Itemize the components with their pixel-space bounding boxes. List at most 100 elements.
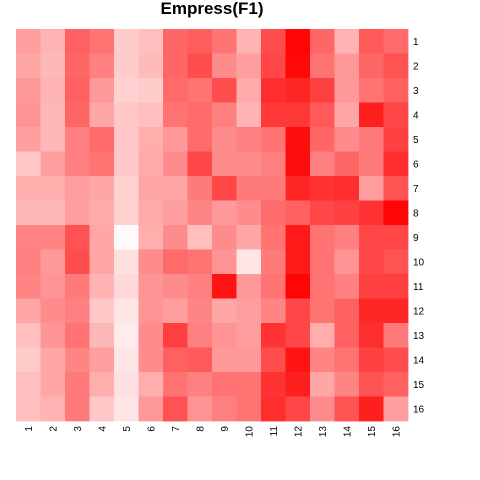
heatmap-cell-r11-c13 bbox=[310, 274, 335, 299]
heatmap-cell-r6-c4 bbox=[89, 151, 115, 177]
heatmap-cell-r16-c11 bbox=[261, 396, 286, 422]
heatmap-cell-r1-c6 bbox=[138, 29, 164, 54]
heatmap-cell-r7-c5 bbox=[114, 176, 139, 201]
heatmap-cell-r11-c9 bbox=[212, 274, 237, 299]
heatmap-cell-r5-c12 bbox=[285, 127, 311, 152]
heatmap-cell-r15-c11 bbox=[261, 372, 286, 397]
heatmap-cell-r2-c16 bbox=[383, 53, 409, 79]
x-tick-label: 6 bbox=[146, 426, 157, 432]
y-tick-label: 14 bbox=[413, 355, 425, 366]
heatmap-cell-r9-c2 bbox=[40, 225, 66, 250]
heatmap-cell-r10-c7 bbox=[163, 249, 188, 275]
heatmap-cell-r7-c15 bbox=[359, 176, 384, 201]
heatmap-cell-r7-c7 bbox=[163, 176, 188, 201]
heatmap-cell-r13-c15 bbox=[359, 323, 384, 348]
heatmap-cell-r13-c4 bbox=[89, 323, 115, 348]
heatmap-cell-r7-c4 bbox=[89, 176, 115, 201]
heatmap-cell-r12-c15 bbox=[359, 298, 384, 324]
heatmap-cell-r13-c11 bbox=[261, 323, 286, 348]
heatmap-cells bbox=[16, 29, 409, 422]
heatmap-cell-r12-c8 bbox=[187, 298, 213, 324]
heatmap-cell-r7-c9 bbox=[212, 176, 237, 201]
heatmap-cell-r11-c11 bbox=[261, 274, 286, 299]
heatmap-cell-r6-c13 bbox=[310, 151, 335, 177]
heatmap-cell-r8-c16 bbox=[383, 200, 409, 226]
heatmap-cell-r12-c12 bbox=[285, 298, 311, 324]
heatmap-cell-r13-c2 bbox=[40, 323, 66, 348]
heatmap-cell-r16-c2 bbox=[40, 396, 66, 422]
heatmap-cell-r14-c5 bbox=[114, 347, 139, 373]
heatmap-cell-r9-c4 bbox=[89, 225, 115, 250]
x-tick-label: 12 bbox=[293, 426, 304, 438]
heatmap-cell-r1-c9 bbox=[212, 29, 237, 54]
heatmap-cell-r13-c6 bbox=[138, 323, 164, 348]
heatmap-cell-r4-c16 bbox=[383, 102, 409, 128]
heatmap-cell-r10-c15 bbox=[359, 249, 384, 275]
heatmap-cell-r4-c11 bbox=[261, 102, 286, 128]
heatmap-cell-r15-c12 bbox=[285, 372, 311, 397]
heatmap-cell-r6-c15 bbox=[359, 151, 384, 177]
heatmap-cell-r7-c1 bbox=[16, 176, 41, 201]
chart-title: Empress(F1) bbox=[161, 0, 264, 18]
heatmap-cell-r16-c13 bbox=[310, 396, 335, 422]
heatmap-cell-r9-c6 bbox=[138, 225, 164, 250]
heatmap-cell-r10-c5 bbox=[114, 249, 139, 275]
heatmap-cell-r9-c1 bbox=[16, 225, 41, 250]
heatmap-cell-r4-c2 bbox=[40, 102, 66, 128]
heatmap-cell-r1-c1 bbox=[16, 29, 41, 54]
heatmap-cell-r2-c14 bbox=[334, 53, 360, 79]
x-tick-label: 4 bbox=[97, 426, 108, 432]
heatmap-cell-r11-c8 bbox=[187, 274, 213, 299]
heatmap-cell-r11-c3 bbox=[65, 274, 90, 299]
heatmap-cell-r3-c8 bbox=[187, 78, 213, 103]
heatmap-cell-r8-c8 bbox=[187, 200, 213, 226]
heatmap-cell-r2-c9 bbox=[212, 53, 237, 79]
heatmap-cell-r3-c3 bbox=[65, 78, 90, 103]
heatmap-cell-r8-c15 bbox=[359, 200, 384, 226]
heatmap-cell-r13-c8 bbox=[187, 323, 213, 348]
heatmap-cell-r8-c5 bbox=[114, 200, 139, 226]
y-tick-label: 8 bbox=[413, 208, 419, 219]
heatmap-cell-r8-c4 bbox=[89, 200, 115, 226]
heatmap-cell-r9-c15 bbox=[359, 225, 384, 250]
y-tick-label: 4 bbox=[413, 110, 419, 121]
heatmap-cell-r10-c1 bbox=[16, 249, 41, 275]
heatmap-cell-r8-c2 bbox=[40, 200, 66, 226]
heatmap-cell-r16-c4 bbox=[89, 396, 115, 422]
heatmap-cell-r12-c10 bbox=[236, 298, 262, 324]
x-tick-label: 16 bbox=[391, 426, 402, 438]
heatmap-cell-r2-c5 bbox=[114, 53, 139, 79]
heatmap-cell-r7-c16 bbox=[383, 176, 409, 201]
heatmap-cell-r6-c3 bbox=[65, 151, 90, 177]
heatmap-cell-r9-c8 bbox=[187, 225, 213, 250]
heatmap-cell-r1-c2 bbox=[40, 29, 66, 54]
heatmap-cell-r11-c7 bbox=[163, 274, 188, 299]
heatmap-cell-r15-c9 bbox=[212, 372, 237, 397]
heatmap-cell-r11-c2 bbox=[40, 274, 66, 299]
heatmap-cell-r6-c5 bbox=[114, 151, 139, 177]
heatmap-cell-r10-c14 bbox=[334, 249, 360, 275]
heatmap-cell-r16-c14 bbox=[334, 396, 360, 422]
heatmap-cell-r9-c13 bbox=[310, 225, 335, 250]
heatmap-cell-r5-c13 bbox=[310, 127, 335, 152]
heatmap-cell-r9-c9 bbox=[212, 225, 237, 250]
heatmap-cell-r7-c13 bbox=[310, 176, 335, 201]
heatmap-cell-r16-c7 bbox=[163, 396, 188, 422]
heatmap-cell-r1-c5 bbox=[114, 29, 139, 54]
heatmap-cell-r13-c13 bbox=[310, 323, 335, 348]
heatmap-cell-r12-c1 bbox=[16, 298, 41, 324]
heatmap-cell-r12-c2 bbox=[40, 298, 66, 324]
heatmap-cell-r14-c13 bbox=[310, 347, 335, 373]
heatmap-cell-r14-c2 bbox=[40, 347, 66, 373]
heatmap-cell-r13-c12 bbox=[285, 323, 311, 348]
heatmap-cell-r14-c7 bbox=[163, 347, 188, 373]
heatmap-cell-r1-c12 bbox=[285, 29, 311, 54]
heatmap-cell-r6-c12 bbox=[285, 151, 311, 177]
heatmap-cell-r8-c11 bbox=[261, 200, 286, 226]
heatmap-cell-r1-c3 bbox=[65, 29, 90, 54]
heatmap-cell-r12-c6 bbox=[138, 298, 164, 324]
heatmap-cell-r2-c4 bbox=[89, 53, 115, 79]
x-tick-label: 11 bbox=[269, 426, 280, 437]
heatmap-cell-r6-c11 bbox=[261, 151, 286, 177]
heatmap-cell-r14-c12 bbox=[285, 347, 311, 373]
